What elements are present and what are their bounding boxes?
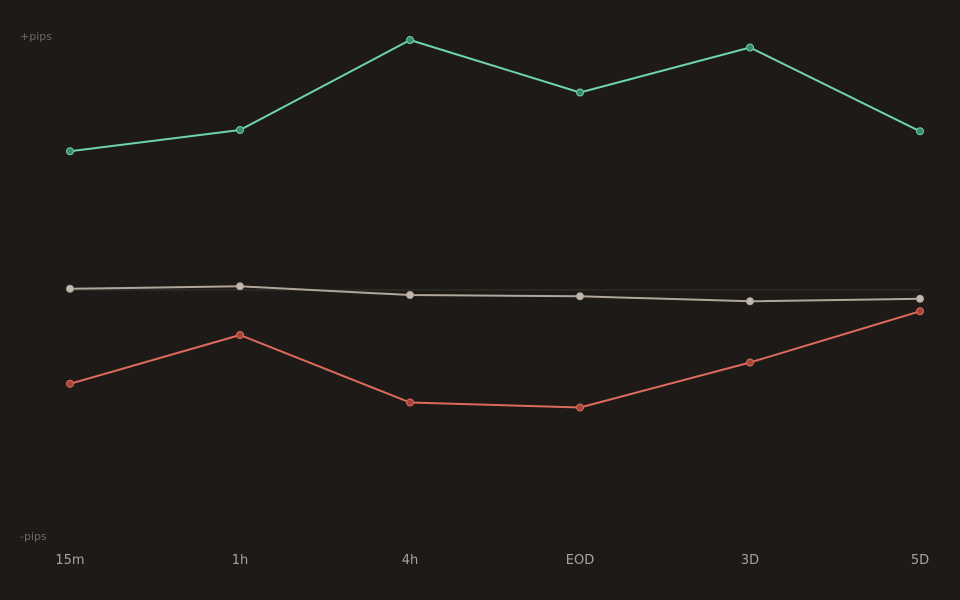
series-2-point-1h[interactable] <box>236 282 244 291</box>
x-tick-label: 5D <box>911 553 929 568</box>
series-2-point-15m[interactable] <box>66 284 74 293</box>
series-2-point-EOD[interactable] <box>576 292 584 301</box>
series-2-point-5D[interactable] <box>916 294 924 303</box>
series-1-point-EOD[interactable] <box>576 88 584 97</box>
x-axis: 15m 1h 4h EOD 3D 5D <box>55 553 929 568</box>
series-1-point-5D[interactable] <box>916 127 924 136</box>
series-layer <box>66 36 924 412</box>
series-3-point-3D[interactable] <box>746 358 754 367</box>
series-3-point-4h[interactable] <box>406 398 414 407</box>
series-2-point-3D[interactable] <box>746 297 754 306</box>
series-2-point-4h[interactable] <box>406 291 414 299</box>
series-1 <box>66 36 924 156</box>
x-tick-label: 1h <box>232 553 249 568</box>
x-tick-label: EOD <box>566 553 594 568</box>
series-3-point-5D[interactable] <box>916 307 924 316</box>
y-axis-top-label: +pips <box>20 30 52 43</box>
series-1-line <box>69 39 921 153</box>
series-3 <box>66 307 924 412</box>
series-2 <box>66 282 924 306</box>
x-tick-label: 15m <box>55 553 84 568</box>
series-3-point-15m[interactable] <box>66 379 74 388</box>
series-1-point-15m[interactable] <box>66 147 74 156</box>
series-1-point-1h[interactable] <box>236 126 244 134</box>
series-3-point-1h[interactable] <box>236 331 244 339</box>
series-3-point-EOD[interactable] <box>576 403 584 412</box>
series-3-line <box>69 310 921 409</box>
x-tick-label: 3D <box>741 553 759 568</box>
series-1-point-4h[interactable] <box>406 36 414 44</box>
y-axis-bottom-label: -pips <box>20 530 47 543</box>
series-1-point-3D[interactable] <box>746 43 754 52</box>
x-tick-label: 4h <box>402 553 419 568</box>
series-2-line <box>69 285 921 303</box>
